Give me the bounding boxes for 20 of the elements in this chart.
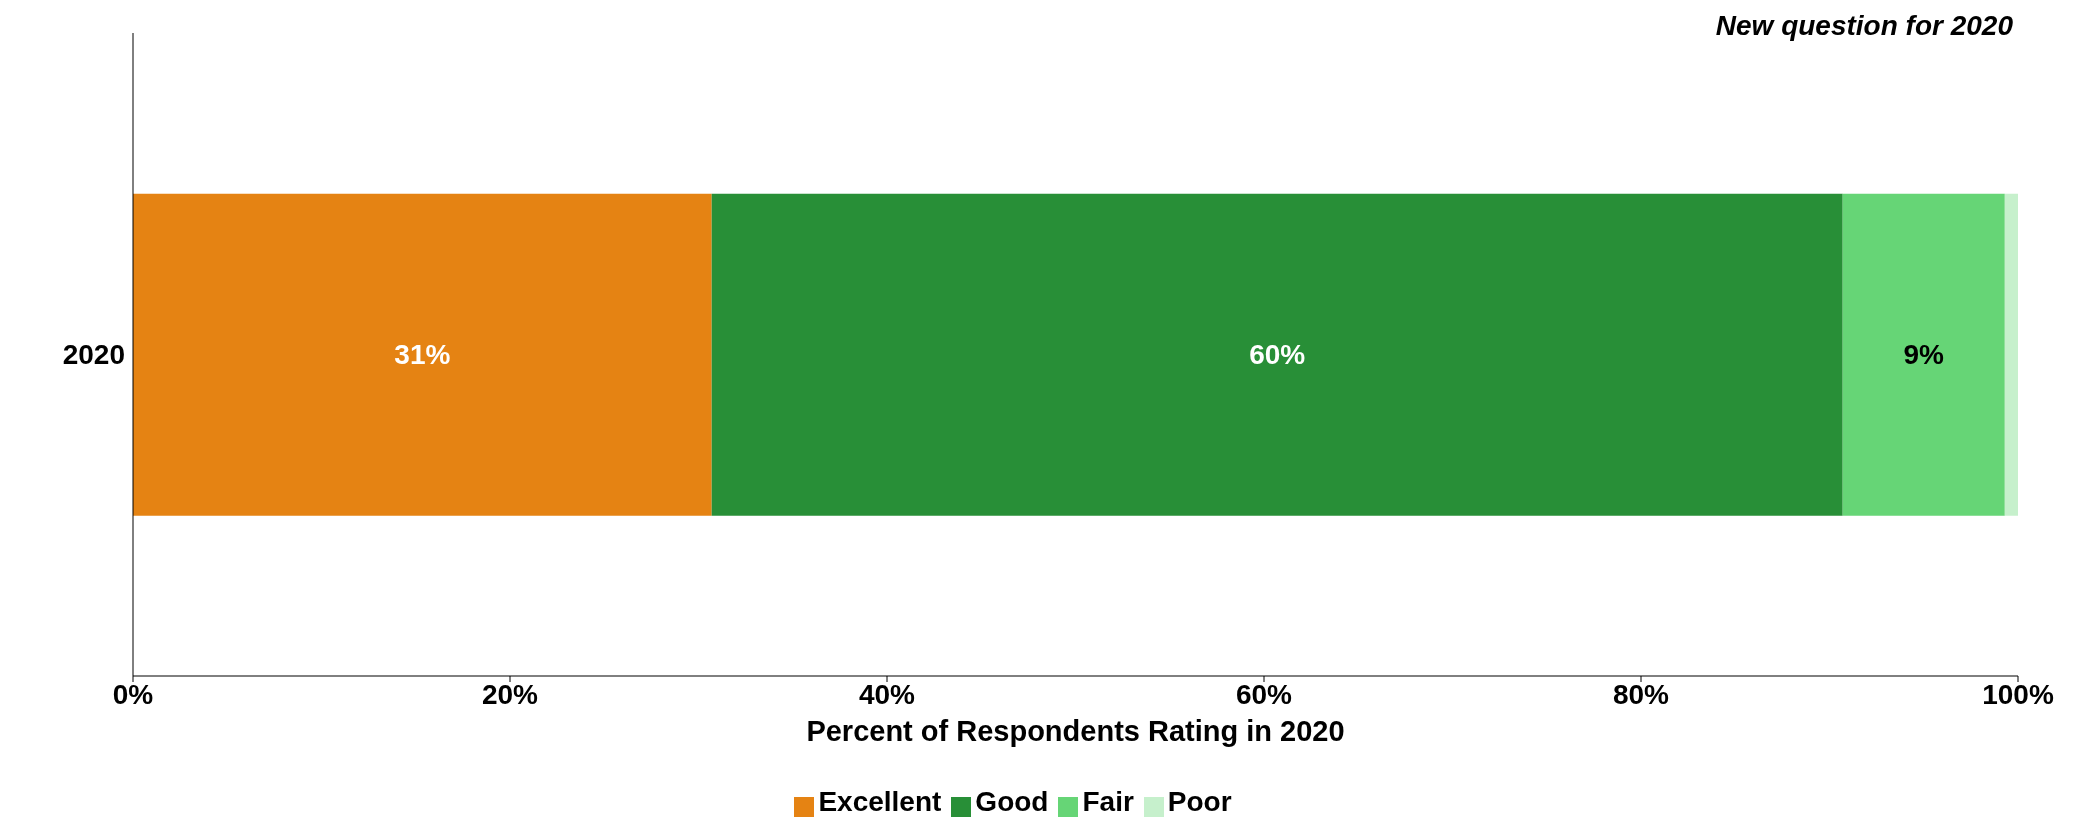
x-tick-label: 40% xyxy=(858,678,916,710)
legend-label: Good xyxy=(975,786,1049,817)
x-axis-title: Percent of Respondents Rating in 2020 xyxy=(806,715,1345,747)
bar xyxy=(133,193,712,516)
x-tick-label: 60% xyxy=(1235,678,1293,710)
text: New question for 2020 xyxy=(1715,10,2013,42)
legend-label: Fair xyxy=(1082,786,1134,817)
legend-label: Poor xyxy=(1167,786,1232,817)
data-label: 60% xyxy=(1249,339,1306,371)
x-tick-label: 80% xyxy=(1612,678,1670,710)
x-tick-label: 20% xyxy=(481,678,539,710)
bar xyxy=(1842,193,2005,516)
y-tick-label: 2020 xyxy=(62,339,125,371)
bar xyxy=(2004,193,2018,516)
legend-label: Excellent xyxy=(818,786,942,817)
x-tick-label: 0% xyxy=(112,678,154,710)
data-label: 9% xyxy=(1903,339,1945,371)
data-label: 31% xyxy=(394,339,451,371)
bar xyxy=(711,193,1843,516)
x-tick-label: 100% xyxy=(1982,678,2054,710)
